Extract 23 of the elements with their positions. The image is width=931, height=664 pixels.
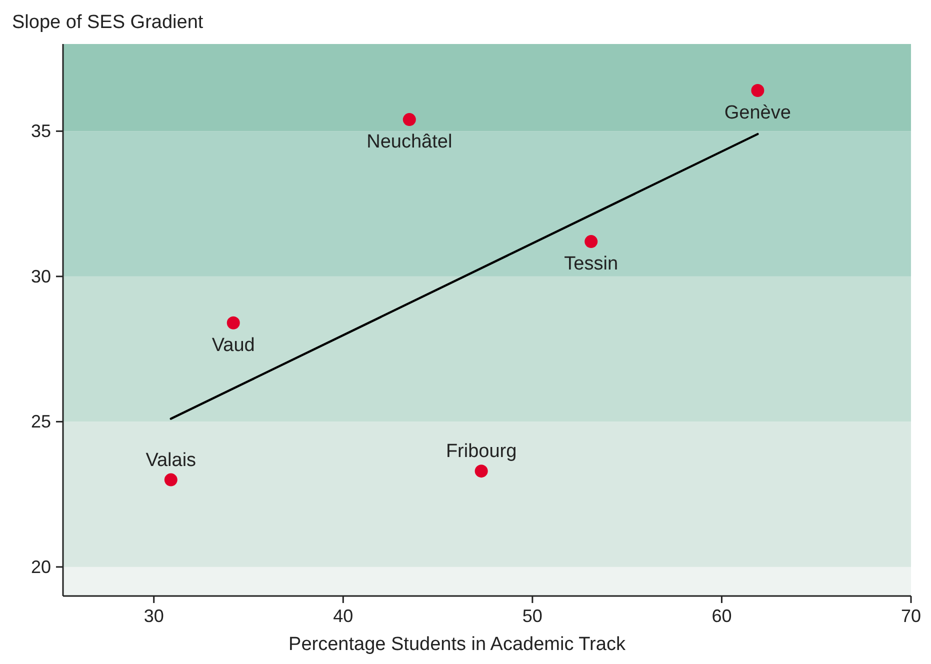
point <box>164 473 178 486</box>
x-tick-label: 40 <box>333 606 354 626</box>
y-tick-label: 30 <box>30 266 51 286</box>
point <box>584 235 598 248</box>
annotation: Genève <box>724 102 791 124</box>
point <box>226 316 240 330</box>
annotation: Valais <box>146 450 196 471</box>
point <box>474 464 488 478</box>
x-tick-label: 30 <box>144 606 164 626</box>
x-tick-label: 60 <box>712 606 732 626</box>
y-tick-label: 25 <box>30 412 51 432</box>
point <box>402 113 416 126</box>
annotation: Fribourg <box>446 441 517 462</box>
x-tick-label: 70 <box>900 606 922 626</box>
annotation: Tessin <box>564 254 618 275</box>
annotation: Vaud <box>212 334 255 356</box>
y-tick-label: 20 <box>30 556 51 577</box>
x-axis-title: Percentage Students in Academic Track <box>288 634 626 655</box>
annotation: Neuchâtel <box>366 132 452 153</box>
y-axis-title: Slope of SES Gradient <box>12 12 204 33</box>
point <box>751 84 764 97</box>
x-tick-label: 50 <box>522 606 542 626</box>
y-tick-label: 35 <box>30 121 51 142</box>
